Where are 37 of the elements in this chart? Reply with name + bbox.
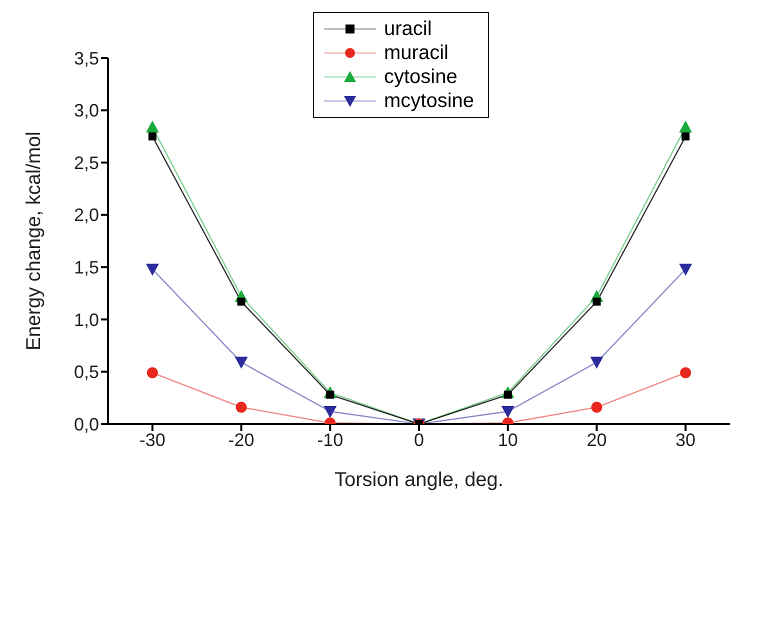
y-tick-label: 1,5 (74, 258, 99, 278)
point (680, 367, 692, 378)
y-tick-label: 3,0 (74, 100, 99, 121)
x-tick-label: 10 (498, 430, 518, 450)
x-tick-label: 20 (586, 430, 607, 450)
y-tick-label: 0,0 (74, 414, 99, 434)
y-tick-label: 2,5 (74, 152, 99, 173)
point (591, 402, 602, 413)
x-tick-label: -20 (228, 430, 254, 450)
point (324, 406, 337, 418)
point (679, 120, 692, 133)
legend-label: muracil (384, 42, 448, 64)
point (679, 264, 692, 276)
point (148, 132, 156, 140)
point (501, 406, 514, 418)
legend-label: mcytosine (384, 90, 474, 112)
y-tick-label: 2,0 (74, 205, 99, 226)
point (682, 132, 690, 140)
point (592, 298, 601, 306)
x-axis-title: Torsion angle, deg. (334, 469, 504, 491)
x-tick-label: 0 (414, 430, 424, 450)
point (146, 264, 159, 276)
y-tick-label: 0,5 (74, 362, 99, 382)
x-tick-label: -10 (317, 430, 344, 450)
point (590, 356, 604, 369)
y-tick-label: 1,0 (74, 310, 99, 330)
x-tick-label: 30 (676, 430, 696, 450)
point (237, 298, 246, 306)
point (234, 356, 248, 369)
legend-label: uracil (384, 18, 432, 40)
x-tick-label: -30 (139, 430, 166, 450)
legend-label: cytosine (384, 66, 458, 88)
y-tick-label: 3,5 (74, 48, 99, 68)
point (146, 367, 158, 378)
point (236, 402, 247, 413)
y-axis-title: Energy change, kcal/mol (23, 131, 46, 351)
point (146, 120, 159, 133)
